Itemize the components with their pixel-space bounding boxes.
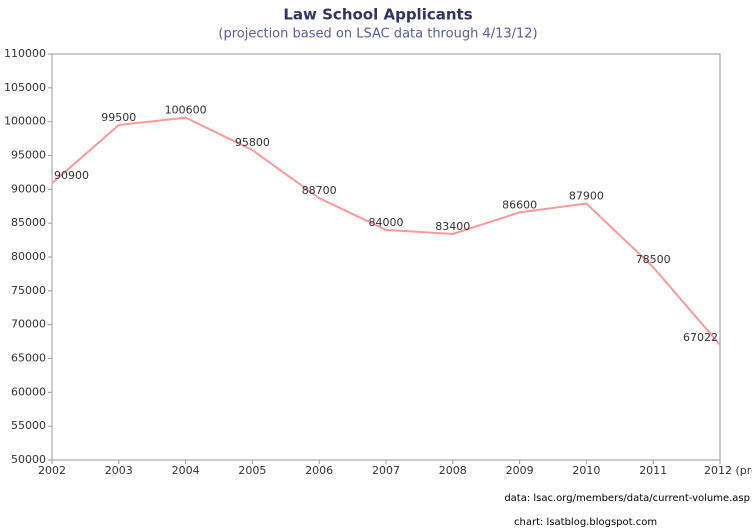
y-tick-label: 55000 — [11, 419, 46, 432]
data-label: 88700 — [302, 184, 337, 197]
y-tick-label: 70000 — [11, 318, 46, 331]
y-tick-label: 105000 — [4, 81, 46, 94]
y-tick-label: 85000 — [11, 216, 46, 229]
data-label: 95800 — [235, 136, 270, 149]
x-tick-label: 2010 — [572, 464, 600, 477]
y-tick-label: 90000 — [11, 182, 46, 195]
data-label: 86600 — [502, 198, 537, 211]
data-label: 87900 — [569, 190, 604, 203]
data-label: 67022 — [683, 331, 718, 344]
source-note: data: lsac.org/members/data/current-volu… — [504, 493, 750, 504]
x-tick-label: 2004 — [172, 464, 200, 477]
x-tick-label: 2012 (proj) — [704, 464, 752, 477]
x-tick-label: 2002 — [38, 464, 66, 477]
x-tick-label: 2003 — [105, 464, 133, 477]
data-label: 83400 — [435, 220, 470, 233]
y-tick-label: 50000 — [11, 453, 46, 466]
data-label: 99500 — [101, 111, 136, 124]
x-tick-label: 2011 — [639, 464, 667, 477]
chart-subtitle: (projection based on LSAC data through 4… — [218, 27, 537, 42]
credit-note: chart: lsatblog.blogspot.com — [514, 517, 657, 528]
x-tick-label: 2005 — [238, 464, 266, 477]
x-tick-label: 2007 — [372, 464, 400, 477]
data-label: 78500 — [636, 253, 671, 266]
y-tick-label: 110000 — [4, 47, 46, 60]
chart-title: Law School Applicants — [283, 6, 472, 24]
data-label: 84000 — [369, 216, 404, 229]
x-tick-label: 2009 — [506, 464, 534, 477]
data-label: 90900 — [54, 169, 89, 182]
data-line — [51, 116, 721, 346]
y-tick-label: 80000 — [11, 250, 46, 263]
y-tick-label: 65000 — [11, 352, 46, 365]
y-tick-label: 100000 — [4, 115, 46, 128]
y-tick-label: 95000 — [11, 149, 46, 162]
x-tick-label: 2006 — [305, 464, 333, 477]
y-tick-label: 60000 — [11, 385, 46, 398]
x-tick-label: 2008 — [439, 464, 467, 477]
plot-frame — [51, 53, 721, 461]
y-tick-label: 75000 — [11, 284, 46, 297]
data-label: 100600 — [165, 104, 207, 117]
